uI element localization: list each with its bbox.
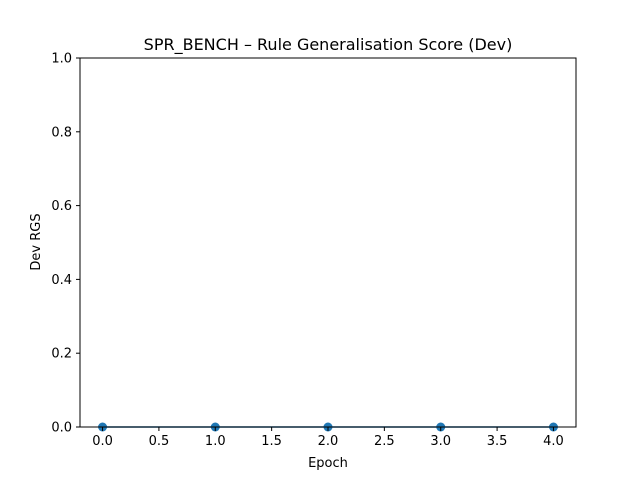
chart-title: SPR_BENCH – Rule Generalisation Score (D… [144,35,513,55]
x-tick-label: 3.5 [487,434,508,449]
x-tick-label: 2.5 [374,434,395,449]
y-tick-label: 1.0 [51,52,72,67]
y-axis-label: Dev RGS [29,213,44,270]
axes-frame [79,57,577,428]
y-tick-label: 0.8 [51,125,72,140]
y-tick-label: 0.4 [51,273,72,288]
x-tick-label: 0.0 [92,434,113,449]
plot-area: 0.0 0.5 1.0 1.5 2.0 2.5 3.0 3.5 4.0 0.0 0.2 0.4 0.6 0… [51,52,577,449]
y-tick-label: 0.6 [51,199,72,214]
x-tick-label: 4.0 [543,434,564,449]
x-tick-label: 2.0 [318,434,339,449]
y-tick-label: 0.2 [51,347,72,362]
x-axis-label: Epoch [308,456,348,471]
x-tick-label: 0.5 [149,434,170,449]
x-tick-label: 1.5 [261,434,282,449]
y-tick-label: 0.0 [51,421,72,436]
x-tick-label: 1.0 [205,434,226,449]
x-tick-label: 3.0 [430,434,451,449]
